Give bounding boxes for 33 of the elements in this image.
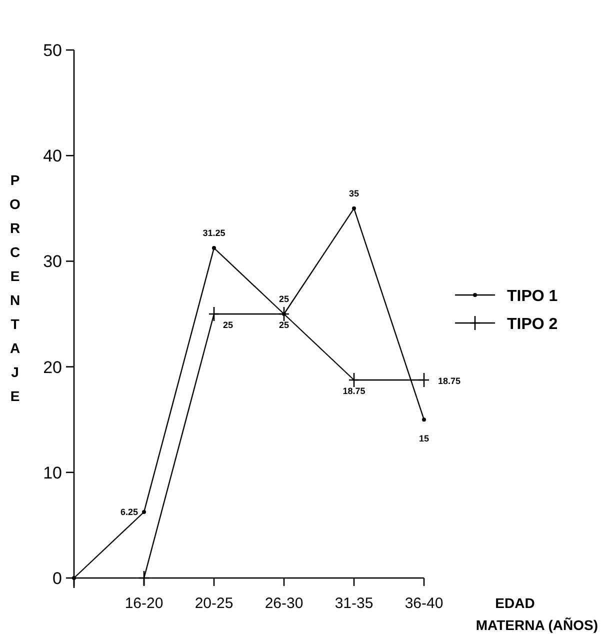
x-tick-label: 31-35 bbox=[334, 595, 374, 612]
data-label: 25 bbox=[278, 294, 290, 304]
x-tick-label: 26-30 bbox=[264, 595, 304, 612]
point bbox=[208, 306, 220, 322]
point bbox=[422, 418, 426, 422]
x-tick-label: 16-20 bbox=[124, 595, 164, 612]
point bbox=[352, 206, 356, 210]
y-tick-label: 50 bbox=[43, 41, 62, 60]
text: PORCENTAJE bbox=[10, 172, 20, 404]
data-label: 15 bbox=[418, 434, 430, 444]
data-label: 25 bbox=[222, 320, 234, 330]
point bbox=[212, 246, 216, 250]
data-label: 35 bbox=[348, 188, 360, 198]
point bbox=[72, 576, 76, 580]
data-label: 6.25 bbox=[120, 507, 138, 517]
data-label: 18.75 bbox=[438, 376, 461, 386]
data-label: 31.25 bbox=[202, 228, 226, 238]
y-tick-label: 20 bbox=[43, 358, 62, 377]
point bbox=[278, 306, 290, 322]
legend-label: TIPO 2 bbox=[507, 316, 558, 333]
y-tick-label: 0 bbox=[52, 569, 62, 588]
legend-label: TIPO 1 bbox=[507, 288, 558, 305]
data-label: 25 bbox=[278, 320, 290, 330]
y-tick-label: 10 bbox=[43, 463, 62, 482]
point bbox=[348, 372, 360, 388]
point bbox=[418, 372, 430, 388]
x-tick-label: 20-25 bbox=[194, 595, 234, 612]
x-tick-label: 36-40 bbox=[404, 595, 444, 612]
point bbox=[142, 510, 146, 514]
data-label: 18.75 bbox=[342, 386, 366, 396]
x-axis-title: EDAD MATERNA (AÑOS) bbox=[476, 595, 598, 633]
y-tick-label: 30 bbox=[43, 252, 62, 272]
y-tick-label: 40 bbox=[43, 146, 62, 166]
